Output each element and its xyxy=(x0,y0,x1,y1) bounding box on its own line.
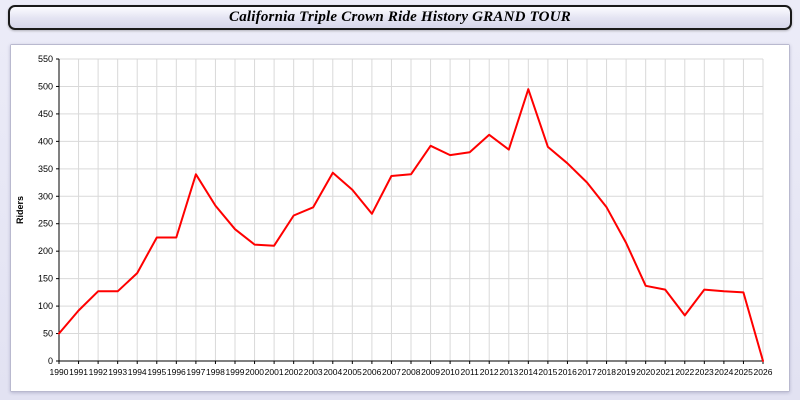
chart-title-bar: California Triple Crown Ride History GRA… xyxy=(8,5,792,30)
svg-text:2005: 2005 xyxy=(343,367,362,377)
svg-text:2023: 2023 xyxy=(695,367,714,377)
svg-text:550: 550 xyxy=(38,54,53,64)
svg-text:500: 500 xyxy=(38,81,53,91)
svg-text:100: 100 xyxy=(38,301,53,311)
chart-panel: 1990 1991 1992 1993 1994 1995 1996 1997 1998 1999… xyxy=(10,44,790,392)
svg-text:2001: 2001 xyxy=(265,367,284,377)
svg-text:2012: 2012 xyxy=(480,367,499,377)
svg-text:2003: 2003 xyxy=(304,367,323,377)
svg-text:400: 400 xyxy=(38,136,53,146)
svg-text:1996: 1996 xyxy=(167,367,186,377)
svg-text:2022: 2022 xyxy=(675,367,694,377)
svg-text:2013: 2013 xyxy=(499,367,518,377)
svg-text:1991: 1991 xyxy=(69,367,88,377)
svg-text:1994: 1994 xyxy=(128,367,147,377)
svg-text:2016: 2016 xyxy=(558,367,577,377)
svg-text:2021: 2021 xyxy=(656,367,675,377)
svg-text:2015: 2015 xyxy=(538,367,557,377)
svg-text:150: 150 xyxy=(38,274,53,284)
svg-text:1993: 1993 xyxy=(108,367,127,377)
svg-text:2009: 2009 xyxy=(421,367,440,377)
svg-text:2024: 2024 xyxy=(714,367,733,377)
svg-text:2008: 2008 xyxy=(402,367,421,377)
svg-text:250: 250 xyxy=(38,219,53,229)
svg-text:2010: 2010 xyxy=(441,367,460,377)
svg-text:350: 350 xyxy=(38,164,53,174)
svg-text:2018: 2018 xyxy=(597,367,616,377)
svg-text:2025: 2025 xyxy=(734,367,753,377)
chart-title: California Triple Crown Ride History GRA… xyxy=(229,9,571,25)
svg-text:2014: 2014 xyxy=(519,367,538,377)
svg-text:2020: 2020 xyxy=(636,367,655,377)
svg-text:300: 300 xyxy=(38,191,53,201)
svg-text:200: 200 xyxy=(38,246,53,256)
svg-text:2007: 2007 xyxy=(382,367,401,377)
svg-text:2011: 2011 xyxy=(461,367,480,377)
svg-text:50: 50 xyxy=(43,329,53,339)
svg-text:0: 0 xyxy=(48,356,53,366)
svg-text:2000: 2000 xyxy=(245,367,264,377)
svg-text:2017: 2017 xyxy=(578,367,597,377)
riders-line-chart: 1990 1991 1992 1993 1994 1995 1996 1997 1998 1999… xyxy=(11,45,789,391)
svg-text:Riders: Riders xyxy=(15,196,25,224)
svg-text:1999: 1999 xyxy=(226,367,245,377)
svg-text:1997: 1997 xyxy=(186,367,205,377)
svg-text:1995: 1995 xyxy=(147,367,166,377)
svg-text:2026: 2026 xyxy=(754,367,773,377)
svg-text:1990: 1990 xyxy=(50,367,69,377)
svg-text:2002: 2002 xyxy=(284,367,303,377)
svg-text:2019: 2019 xyxy=(617,367,636,377)
svg-text:2004: 2004 xyxy=(323,367,342,377)
svg-text:1998: 1998 xyxy=(206,367,225,377)
svg-text:450: 450 xyxy=(38,109,53,119)
svg-text:1992: 1992 xyxy=(89,367,108,377)
svg-text:2006: 2006 xyxy=(362,367,381,377)
